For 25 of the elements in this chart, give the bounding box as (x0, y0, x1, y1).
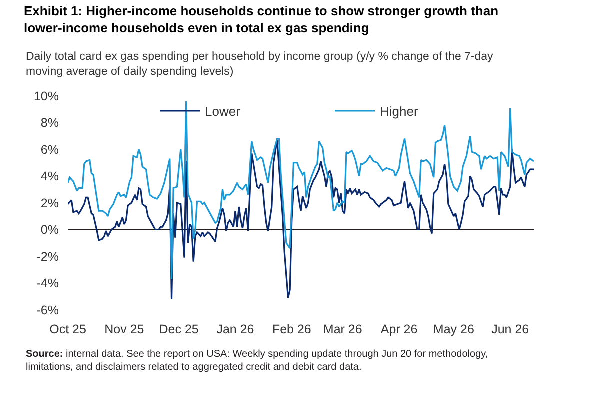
source-note: Source: internal data. See the report on USA: Weekly spending update through Jun 20 for methodology, limitations, and disclaimers related to aggregated credit and debit card data. (26, 349, 488, 373)
x-tick-label: Feb 26 (272, 322, 312, 336)
legend-label: Lower (205, 104, 242, 120)
x-tick-label: Dec 25 (159, 322, 199, 336)
x-tick-label: Oct 25 (50, 322, 86, 336)
x-tick-label: Jun 26 (492, 322, 530, 336)
x-tick-label: Jan 26 (216, 322, 254, 336)
y-tick-label: -6% (36, 303, 59, 318)
y-tick-label: 6% (40, 142, 59, 157)
y-tick-label: 0% (40, 223, 59, 238)
line-series (68, 100, 534, 280)
chart-subtitle: Daily total card ex gas spending per household by income group (y/y % change of the 7-day moving average of daily spending levels) (26, 51, 494, 78)
x-tick-label: Apr 26 (380, 322, 418, 336)
legend-label: Higher (380, 104, 419, 120)
y-tick-label: -4% (36, 276, 59, 291)
chart-title: Exhibit 1: Higher-income households continue to show stronger growth than lower-income households even in total ex gas spending (24, 4, 499, 36)
y-tick-label: -2% (36, 250, 59, 264)
y-tick-label: 2% (40, 196, 59, 210)
x-tick-label: Mar 26 (323, 322, 362, 336)
y-tick-label: 4% (40, 170, 59, 184)
x-tick-label: May 26 (433, 322, 474, 336)
y-tick-label: 8% (40, 116, 59, 130)
line-series (68, 139, 534, 300)
y-tick-label: 10% (34, 89, 59, 104)
x-tick-label: Nov 25 (104, 322, 144, 336)
